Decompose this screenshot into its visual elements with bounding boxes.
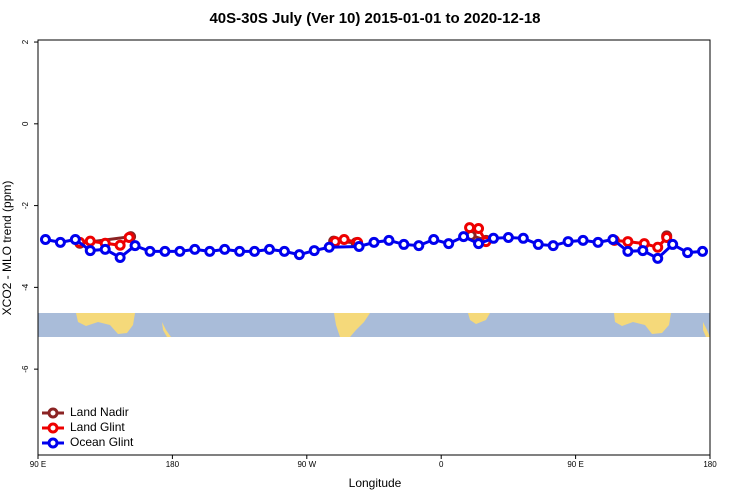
ocean-band (38, 313, 710, 337)
plot-frame (37, 39, 711, 456)
x-tick-label: 90 E (30, 460, 46, 469)
legend-label: Ocean Glint (70, 435, 134, 449)
data-point (353, 240, 365, 252)
data-point (278, 245, 290, 257)
x-tick-label: 90 W (297, 460, 316, 469)
legend-marker (47, 422, 59, 434)
data-point (84, 245, 96, 257)
data-point (263, 243, 275, 255)
data-point (383, 234, 395, 246)
data-point (697, 245, 709, 257)
y-tick-label: -4 (21, 283, 30, 291)
land-shape (162, 322, 171, 337)
land-shape (614, 313, 671, 334)
data-point (159, 245, 171, 257)
y-axis-label: XCO2 - MLO trend (ppm) (0, 181, 14, 316)
data-point (473, 238, 485, 250)
data-point (473, 222, 485, 234)
data-point (368, 236, 380, 248)
x-tick-label: 180 (166, 460, 180, 469)
data-point (517, 232, 529, 244)
x-tick-label: 90 E (567, 460, 583, 469)
data-point (129, 240, 141, 252)
land-shape (468, 313, 490, 324)
data-point (114, 239, 126, 251)
data-point (338, 234, 350, 246)
data-point (547, 240, 559, 252)
data-point (622, 245, 634, 257)
land-shape (334, 313, 370, 337)
data-point (428, 234, 440, 246)
data-point (562, 236, 574, 248)
legend-label: Land Glint (70, 420, 125, 434)
data-point (637, 245, 649, 257)
data-point (443, 238, 455, 250)
x-axis-label: Longitude (349, 476, 402, 490)
data-point (323, 241, 335, 253)
data-point (464, 222, 476, 234)
legend-label: Land Nadir (70, 405, 129, 419)
legend-marker (47, 407, 59, 419)
data-point (667, 238, 679, 250)
land-shape (703, 322, 710, 337)
data-point (682, 247, 694, 259)
x-tick-label: 0 (439, 460, 444, 469)
x-tick-label: 180 (703, 460, 717, 469)
data-point (123, 231, 135, 243)
data-point (99, 243, 111, 255)
data-point (39, 234, 51, 246)
data-point (413, 240, 425, 252)
y-tick-label: 2 (21, 39, 30, 44)
y-tick-label: -6 (21, 365, 30, 373)
legend-marker (47, 437, 59, 449)
y-tick-label: 0 (21, 121, 30, 126)
chart-title: 40S-30S July (Ver 10) 2015-01-01 to 2020… (209, 10, 540, 27)
data-point (652, 241, 664, 253)
data-point (204, 245, 216, 257)
data-point (661, 231, 673, 243)
data-point (249, 245, 261, 257)
data-point (144, 245, 156, 257)
data-point (622, 236, 634, 248)
data-point (54, 236, 66, 248)
data-point (487, 232, 499, 244)
data-point (577, 234, 589, 246)
data-point (502, 231, 514, 243)
y-tick-label: -2 (21, 201, 30, 209)
data-point (219, 243, 231, 255)
data-point (592, 236, 604, 248)
data-point (293, 249, 305, 261)
data-point (532, 238, 544, 250)
data-point (234, 245, 246, 257)
data-point (398, 238, 410, 250)
data-point (652, 252, 664, 264)
data-point (189, 243, 201, 255)
data-point (114, 252, 126, 264)
data-point (174, 245, 186, 257)
land-shape (76, 313, 135, 334)
data-point (308, 245, 320, 257)
plot-layer: 90 E 180 90 W 0 90 E 180 2 0 -2 -4 -6 Land NadirLan… (21, 39, 717, 469)
data-point (69, 234, 81, 246)
map-band (38, 313, 710, 337)
data-point (84, 235, 96, 247)
data-point (607, 234, 619, 246)
data-point (458, 231, 470, 243)
